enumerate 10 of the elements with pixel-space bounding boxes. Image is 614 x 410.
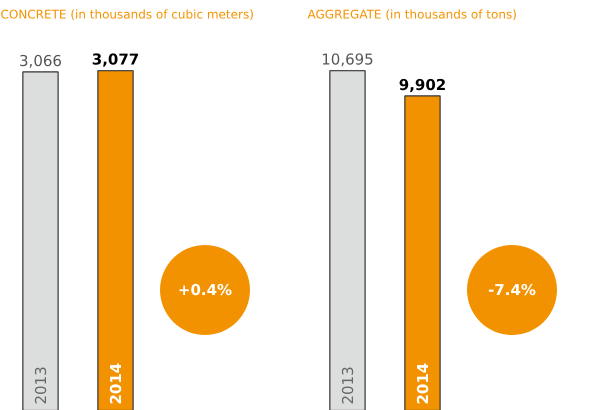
data-label: 9,902 (398, 76, 446, 94)
chart-title: CONCRETE (in thousands of cubic meters) (0, 8, 254, 22)
x-tick-label: 2013 (32, 366, 50, 404)
x-tick-label: 2014 (414, 362, 432, 404)
x-tick-label: 2014 (106, 362, 125, 404)
data-label: 10,695 (321, 50, 374, 69)
data-label: 3,077 (92, 50, 140, 69)
chart-title: AGGREGATE (in thousands of tons) (308, 8, 517, 22)
data-label: 3,066 (19, 52, 62, 70)
x-tick-label: 2013 (338, 366, 357, 404)
